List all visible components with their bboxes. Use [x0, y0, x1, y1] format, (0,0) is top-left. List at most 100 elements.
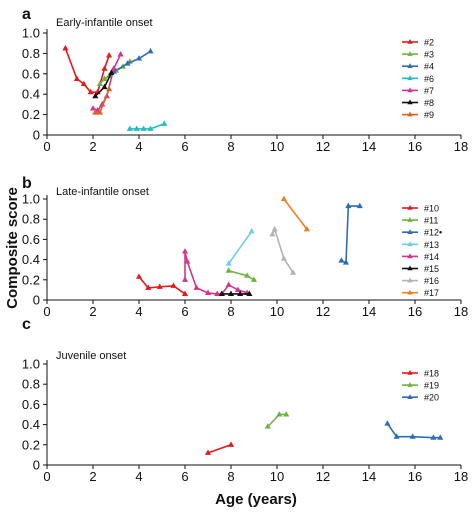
- panel-a: a Early-infantile onset 0 0.2 0.4 0.6 0.8 1.0 0 2…: [22, 6, 468, 154]
- data-point: [161, 120, 168, 126]
- y-tick-label: 0.8: [22, 377, 40, 392]
- x-tick-label: 16: [408, 139, 422, 154]
- data-point: [96, 109, 103, 115]
- x-tick-label: 10: [270, 304, 284, 319]
- panel-title: Juvenile onset: [56, 350, 126, 362]
- legend-entry: #3: [402, 50, 434, 60]
- data-point: [227, 290, 235, 296]
- series-19: [264, 411, 290, 429]
- legend-label: #2: [424, 38, 434, 48]
- panel-title: Late-infantile onset: [56, 186, 149, 198]
- data-point: [140, 125, 147, 131]
- x-tick-label: 2: [89, 139, 96, 154]
- legend-entry: #16: [402, 276, 439, 286]
- legend-marker: [407, 51, 413, 56]
- data-point: [106, 85, 113, 92]
- y-tick-label: 1.0: [22, 192, 40, 207]
- data-point: [96, 80, 103, 87]
- legend-label: #9: [424, 110, 434, 120]
- data-point: [345, 202, 352, 209]
- x-tick-label: 16: [408, 304, 422, 319]
- legend-marker: [407, 205, 413, 210]
- legend-label: #11: [424, 216, 438, 226]
- data-point: [283, 411, 290, 417]
- series-20: [384, 420, 444, 440]
- y-tick-label: 0.8: [22, 46, 40, 61]
- legend-marker: [407, 217, 413, 222]
- data-point: [338, 257, 345, 263]
- legend-entry: #13: [402, 240, 439, 250]
- legend-label: #3: [424, 50, 434, 60]
- x-tick-label: 18: [454, 304, 468, 319]
- legend-entry: #17: [402, 288, 439, 298]
- legend-entry: #10: [402, 204, 439, 214]
- data-point: [193, 284, 200, 290]
- legend-entry: #14: [402, 252, 439, 262]
- data-point: [181, 248, 189, 254]
- legend-entry: #8: [402, 98, 434, 108]
- series-line: [184, 251, 248, 295]
- data-point: [87, 88, 94, 95]
- x-tick-label: 12: [316, 469, 330, 484]
- data-point: [204, 449, 212, 455]
- data-point: [110, 65, 117, 71]
- legend-label: #10: [424, 204, 439, 214]
- legend-label: #14: [424, 252, 439, 262]
- legend-label: #4: [424, 62, 434, 72]
- legend-marker: [407, 87, 413, 93]
- data-point: [156, 283, 163, 289]
- y-tick-label: 1.0: [22, 357, 40, 372]
- x-tick-label: 6: [181, 469, 188, 484]
- data-point: [225, 281, 232, 287]
- y-tick-label: 0.4: [22, 417, 40, 432]
- data-point: [101, 83, 108, 90]
- data-point: [393, 433, 400, 439]
- legend-marker: [407, 394, 413, 399]
- legend-label: #19: [424, 381, 439, 391]
- series-11: [225, 267, 258, 282]
- legend-entry: #4: [402, 62, 434, 72]
- data-point: [218, 290, 225, 296]
- legend-label: #16: [424, 276, 439, 286]
- data-point: [264, 423, 271, 429]
- data-point: [124, 60, 131, 66]
- x-tick-label: 8: [227, 139, 234, 154]
- series-line: [271, 227, 294, 274]
- y-tick-label: 0.2: [22, 437, 40, 452]
- x-tick-label: 16: [408, 469, 422, 484]
- x-axis-title: Age (years): [215, 491, 297, 508]
- x-tick-label: 14: [362, 139, 376, 154]
- x-tick-label: 6: [181, 304, 188, 319]
- data-point: [342, 259, 350, 265]
- data-point: [89, 105, 97, 111]
- data-point: [135, 273, 143, 279]
- legend-entry: #19: [402, 381, 439, 391]
- data-point: [227, 441, 235, 447]
- x-tick-label: 18: [454, 139, 468, 154]
- x-tick-label: 18: [454, 469, 468, 484]
- y-tick-label: 0.2: [22, 272, 40, 287]
- x-tick-label: 4: [135, 139, 142, 154]
- y-tick-label: 0.6: [22, 232, 40, 247]
- legend-marker: [407, 382, 413, 387]
- legend-entry: #15: [402, 264, 439, 274]
- data-point: [303, 225, 310, 232]
- series-14: [181, 248, 251, 296]
- legend-entry: #18: [402, 369, 439, 379]
- data-point: [101, 65, 108, 71]
- y-tick-label: 1.0: [22, 26, 40, 41]
- series-10: [135, 273, 189, 296]
- data-point: [271, 225, 278, 232]
- data-point: [225, 260, 232, 266]
- series-4: [110, 47, 154, 74]
- series-2: [62, 44, 113, 95]
- data-point: [356, 202, 363, 209]
- panel-c: c Juvenile onset 0 0.2 0.4 0.6 0.8 1.0 0 2 4 6 8 10 12…: [22, 316, 468, 484]
- data-point: [133, 125, 140, 131]
- y-tick-label: 0.2: [22, 107, 40, 122]
- x-tick-label: 14: [362, 469, 376, 484]
- panel-b: b Late-infantile onset 0 0.2 0.4 0.6 0.8 1.0 0 2 4…: [22, 175, 468, 319]
- data-point: [99, 101, 106, 107]
- series-12: [338, 202, 363, 265]
- x-tick-label: 2: [89, 469, 96, 484]
